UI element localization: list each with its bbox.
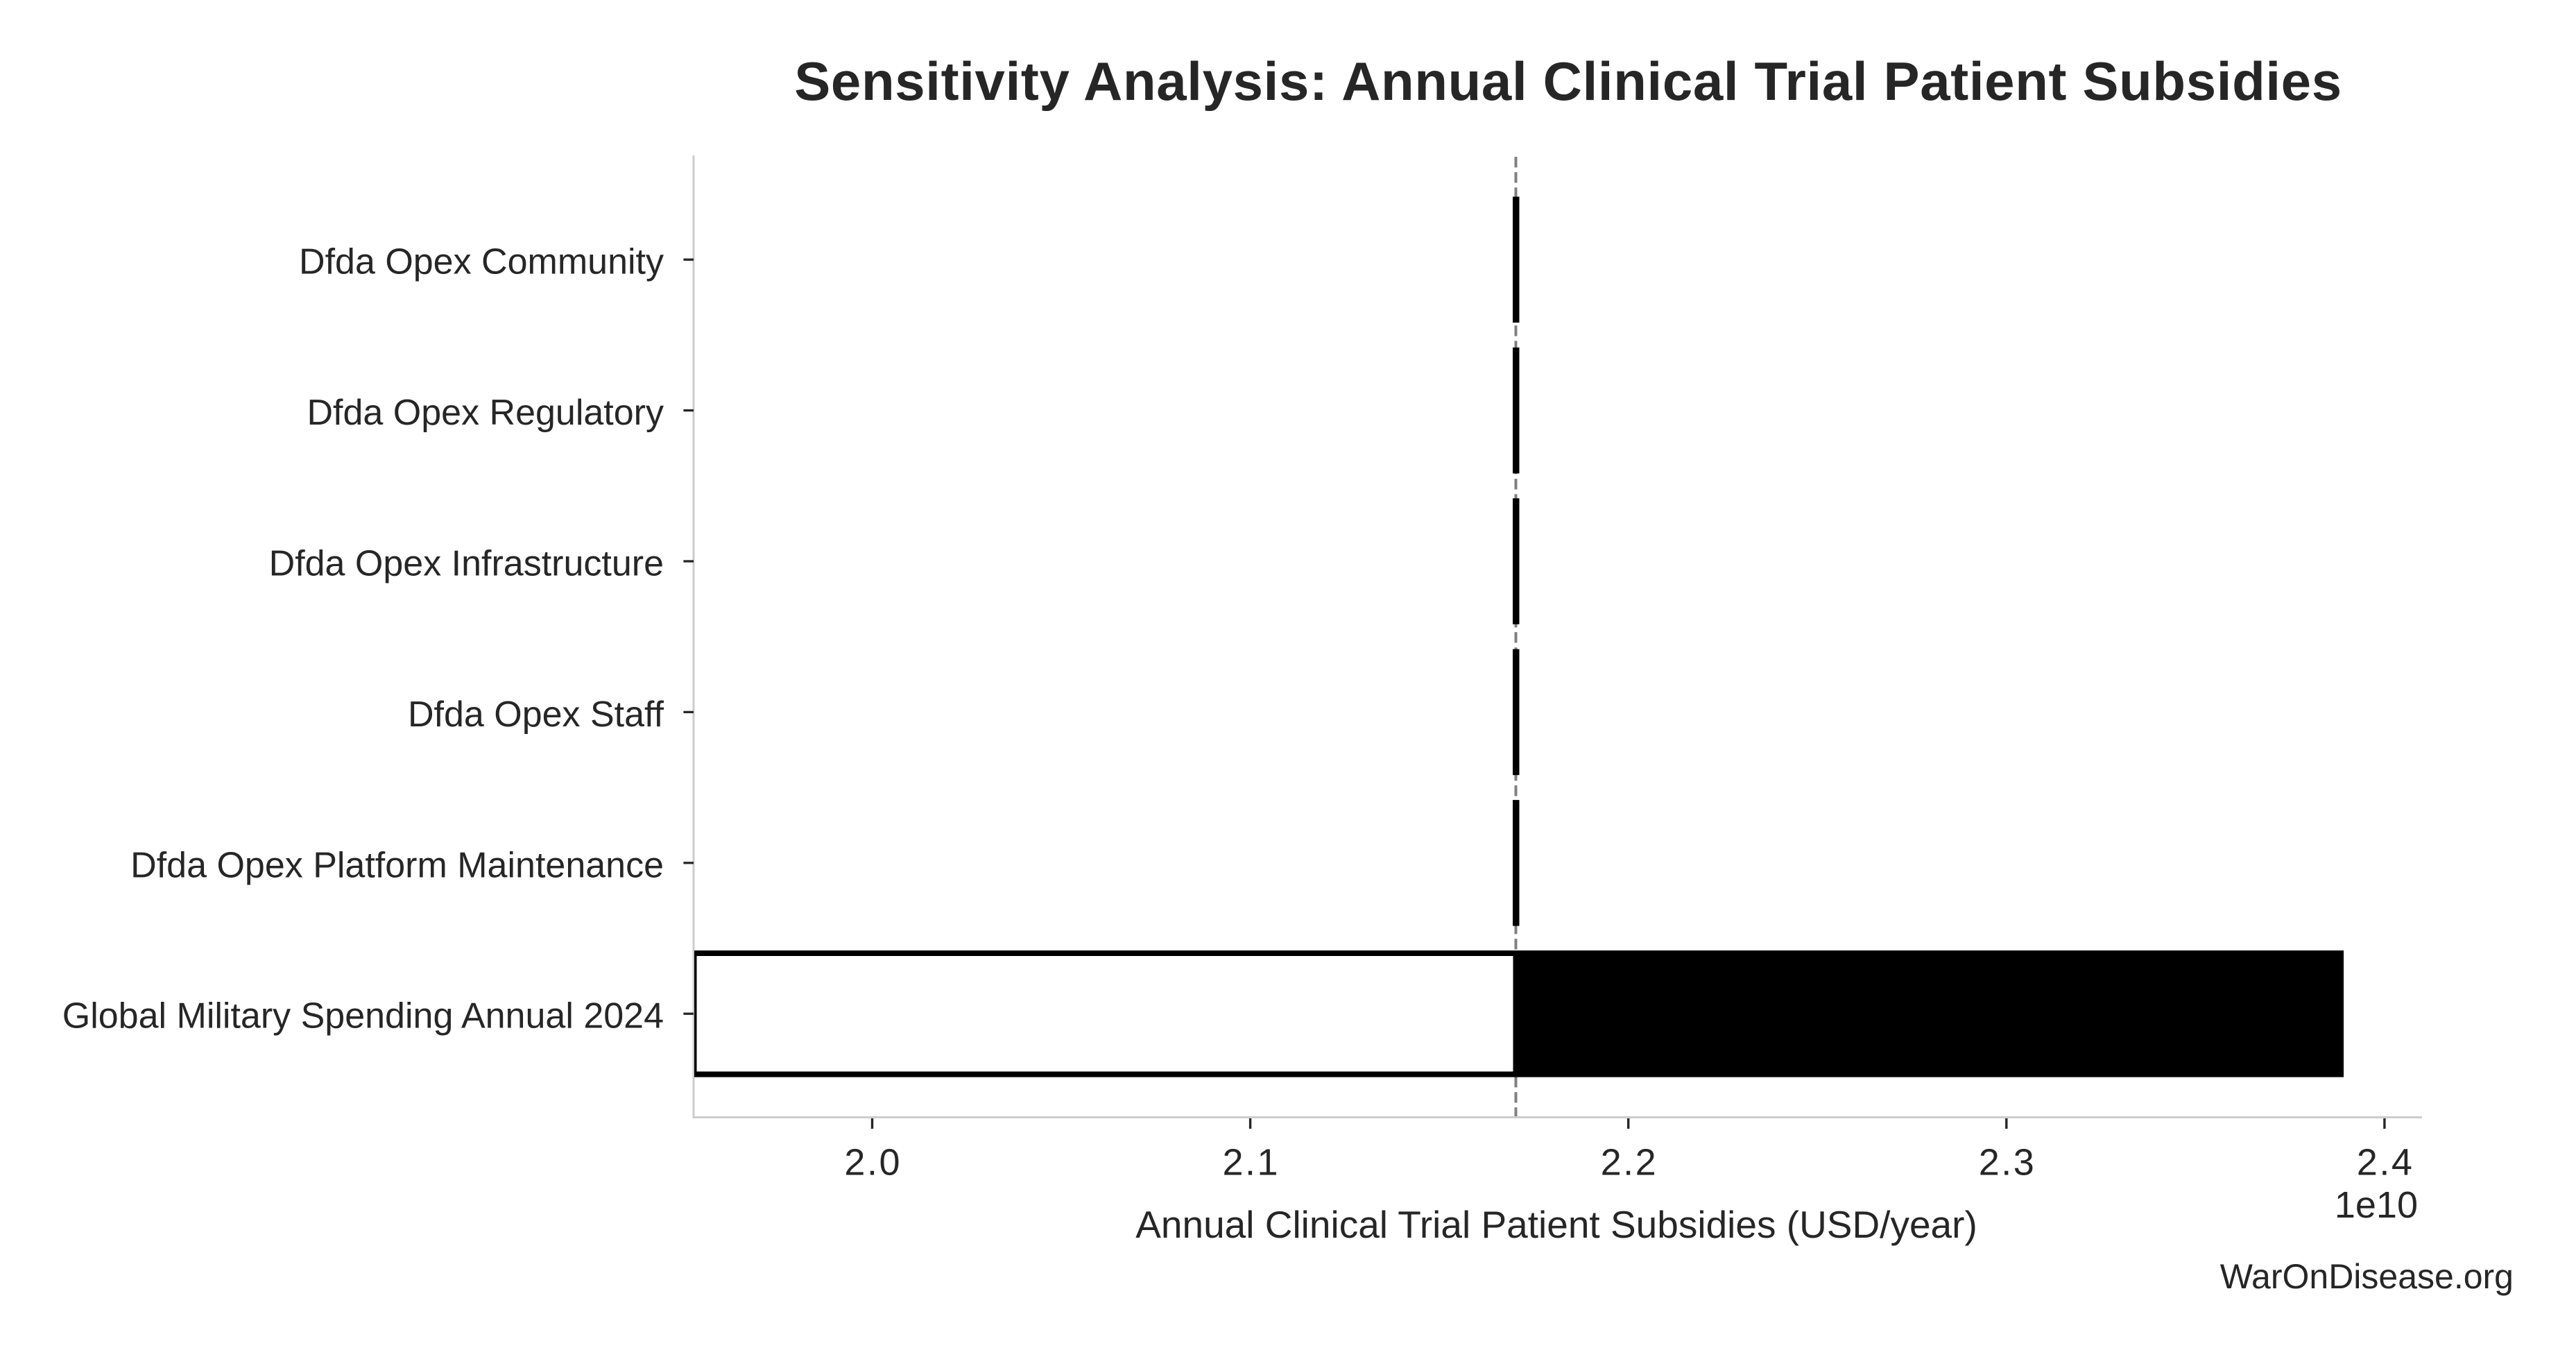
svg-text:Dfda Opex Infrastructure: Dfda Opex Infrastructure	[269, 544, 664, 584]
svg-text:WarOnDisease.org: WarOnDisease.org	[2220, 1257, 2514, 1296]
svg-text:2.3: 2.3	[1979, 1141, 2036, 1183]
svg-text:Sensitivity Analysis: Annual C: Sensitivity Analysis: Annual Clinical Tr…	[794, 51, 2342, 112]
svg-text:Annual Clinical Trial Patient: Annual Clinical Trial Patient Subsidies …	[1135, 1203, 1977, 1246]
svg-text:1e10: 1e10	[2335, 1184, 2418, 1226]
svg-text:Dfda Opex Staff: Dfda Opex Staff	[408, 694, 664, 735]
svg-text:Dfda Opex Platform Maintenance: Dfda Opex Platform Maintenance	[130, 845, 664, 885]
svg-text:2.2: 2.2	[1601, 1141, 1658, 1183]
svg-text:Global Military Spending Annua: Global Military Spending Annual 2024	[62, 996, 664, 1036]
svg-text:2.0: 2.0	[844, 1141, 902, 1183]
svg-text:2.4: 2.4	[2357, 1141, 2414, 1183]
svg-text:2.1: 2.1	[1223, 1141, 1280, 1183]
svg-text:Dfda Opex Regulatory: Dfda Opex Regulatory	[307, 393, 664, 433]
svg-text:Dfda Opex Community: Dfda Opex Community	[299, 242, 664, 282]
